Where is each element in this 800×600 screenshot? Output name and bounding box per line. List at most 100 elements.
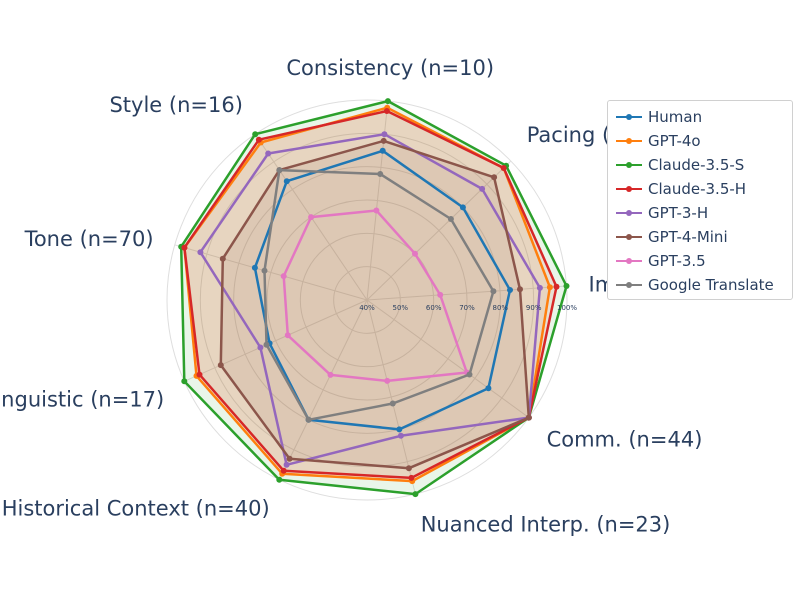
axis-label: Comm. (n=44) <box>547 428 703 452</box>
data-point-gpt-3-5 <box>308 214 315 221</box>
legend-swatch <box>614 230 644 244</box>
radial-tick-label: 100% <box>557 304 577 312</box>
series-line-claude-3-5-h <box>183 109 558 480</box>
radial-tick-label: 60% <box>426 304 442 312</box>
grid-spoke <box>184 299 368 382</box>
grid-circle <box>266 199 468 401</box>
legend-swatch <box>614 110 644 124</box>
data-point-human <box>283 178 290 185</box>
data-point-human <box>251 264 258 271</box>
data-point-gpt-3-h <box>197 249 204 256</box>
data-point-gpt-3-h <box>397 432 404 439</box>
data-point-google-translate <box>276 167 283 174</box>
legend-item[interactable]: Human <box>608 105 792 129</box>
data-point-gpt-3-5 <box>327 371 334 378</box>
series-line-gpt-3-5 <box>282 209 469 383</box>
legend-item[interactable]: GPT-3.5 <box>608 249 792 273</box>
series-line-gpt-4o <box>183 106 552 483</box>
data-point-google-translate <box>466 371 473 378</box>
legend-item[interactable]: Claude-3.5-H <box>608 177 792 201</box>
data-point-claude-3-5-h <box>383 108 390 114</box>
data-point-gpt-4-mini <box>286 455 293 462</box>
data-point-gpt-3-h <box>479 185 486 192</box>
radial-tick-label: 50% <box>393 304 409 312</box>
data-point-gpt-4-mini <box>217 362 224 369</box>
data-point-gpt-3-5 <box>280 273 287 280</box>
data-point-gpt-4-mini <box>491 174 498 181</box>
data-point-claude-3-5-h <box>280 467 287 474</box>
data-point-gpt-3-5 <box>384 377 391 384</box>
legend-label: GPT-4o <box>648 132 701 150</box>
legend-item[interactable]: GPT-4-Mini <box>608 225 792 249</box>
legend-label: GPT-3.5 <box>648 252 706 270</box>
data-point-claude-3-5-s <box>276 476 283 483</box>
grid-circle <box>166 99 568 501</box>
legend-label: Human <box>648 108 703 126</box>
legend-label: Google Translate <box>648 276 774 294</box>
data-point-gpt-4-mini <box>517 286 523 293</box>
grid-spoke <box>366 299 530 418</box>
legend-item[interactable]: GPT-4o <box>608 129 792 153</box>
radial-tick-label: 80% <box>493 304 509 312</box>
data-point-claude-3-5-h <box>408 474 415 481</box>
grid-spoke <box>366 285 567 301</box>
series-line-gpt-4-mini <box>219 139 531 470</box>
axis-label: Style (n=16) <box>109 93 242 117</box>
grid-circle <box>199 132 535 468</box>
radial-tick-labels: 40% 50% 60% 70% 80% 90% 100% <box>359 304 577 312</box>
axis-label: Historical Context (n=40) <box>2 497 270 521</box>
grid-spoke <box>278 299 368 480</box>
legend: Human GPT-4o Claude-3.5-S Claude-3.5-H GPT-3… <box>607 100 793 300</box>
data-point-google-translate <box>490 288 497 295</box>
data-point-google-translate <box>389 400 396 407</box>
legend-swatch <box>614 278 644 292</box>
legend-label: GPT-3-H <box>648 204 709 222</box>
axis-label: Tone (n=70) <box>24 227 154 251</box>
data-point-claude-3-5-s <box>412 491 419 498</box>
data-point-google-translate <box>263 341 270 348</box>
grid-circle <box>333 266 401 334</box>
grid-spoke <box>366 299 416 495</box>
data-point-human <box>459 204 466 211</box>
data-point-claude-3-5-h <box>196 371 203 378</box>
legend-swatch <box>614 206 644 220</box>
series-claude-3-5-h <box>181 108 560 481</box>
data-point-human <box>485 385 492 392</box>
legend-label: Claude-3.5-S <box>648 156 745 174</box>
data-point-claude-3-5-h <box>181 244 188 251</box>
data-point-claude-3-5-s <box>181 378 188 385</box>
data-point-gpt-3-5 <box>412 250 418 257</box>
legend-swatch <box>614 254 644 268</box>
legend-item[interactable]: GPT-3-H <box>608 201 792 225</box>
axis-label: Linguistic (n=17) <box>0 387 164 411</box>
data-point-claude-3-5-h <box>553 283 560 290</box>
legend-label: Claude-3.5-H <box>648 180 747 198</box>
data-point-google-translate <box>261 267 268 274</box>
data-point-claude-3-5-s <box>384 98 391 105</box>
data-point-gpt-3-5 <box>284 332 291 339</box>
legend-swatch <box>614 134 644 148</box>
data-point-gpt-4-mini <box>380 137 387 144</box>
data-point-human <box>396 426 403 433</box>
series-line-google-translate <box>263 168 495 422</box>
data-point-gpt-3-5 <box>437 291 444 298</box>
data-point-claude-3-5-s <box>252 131 259 138</box>
data-point-gpt-3-5 <box>373 207 380 214</box>
axis-label: Consistency (n=10) <box>286 56 494 80</box>
data-point-gpt-3-h <box>381 131 388 138</box>
data-point-claude-3-5-s <box>563 283 570 289</box>
radial-tick-label: 40% <box>359 304 375 312</box>
data-point-gpt-4o <box>546 284 553 291</box>
legend-label: GPT-4-Mini <box>648 228 728 246</box>
series-lines <box>178 98 570 498</box>
radial-tick-label: 90% <box>526 304 542 312</box>
legend-item[interactable]: Claude-3.5-S <box>608 153 792 177</box>
data-point-human <box>507 287 513 293</box>
legend-item[interactable]: Google Translate <box>608 273 792 297</box>
data-point-gpt-4-mini <box>405 465 412 472</box>
series-claude-3-5-s <box>178 98 570 498</box>
grid-spoke <box>366 160 512 301</box>
legend-swatch <box>614 158 644 172</box>
data-point-gpt-3-h <box>257 344 264 351</box>
